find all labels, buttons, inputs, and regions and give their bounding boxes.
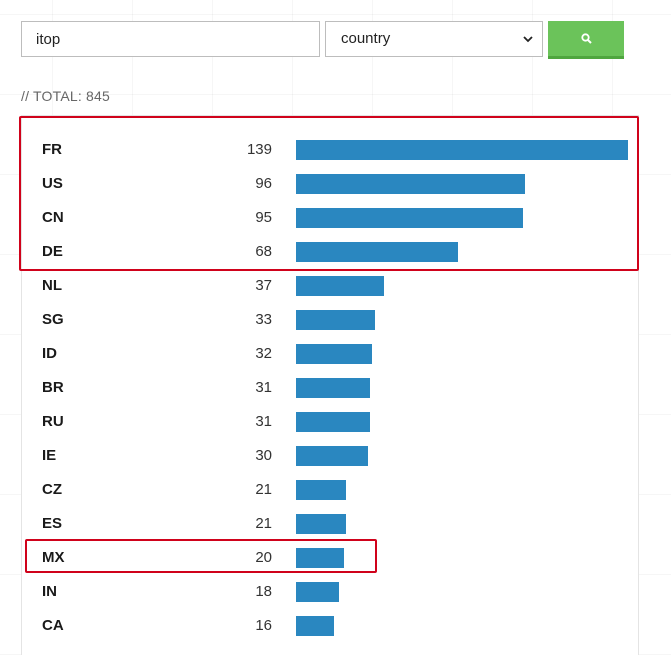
country-code: CN <box>42 209 64 226</box>
country-count: 30 <box>255 447 272 464</box>
country-count: 16 <box>255 617 272 634</box>
count-bar <box>296 514 346 534</box>
country-count: 139 <box>246 141 272 158</box>
result-row-nl[interactable]: NL 37 <box>22 269 638 303</box>
result-list: FR 139 US 96 CN 95 DE 68 NL 37 SG 33 ID 32 BR 31 RU 31 IE 3… <box>21 115 639 655</box>
country-code: CZ <box>42 481 62 498</box>
country-count: 95 <box>255 209 272 226</box>
result-row-es[interactable]: ES 21 <box>22 507 638 541</box>
country-code: BR <box>42 379 64 396</box>
result-row-mx[interactable]: MX 20 <box>22 541 638 575</box>
search-input[interactable] <box>21 21 320 57</box>
count-bar <box>296 208 523 228</box>
count-bar <box>296 582 339 602</box>
search-icon <box>581 33 592 44</box>
count-bar <box>296 378 370 398</box>
country-count: 32 <box>255 345 272 362</box>
result-row-ru[interactable]: RU 31 <box>22 405 638 439</box>
result-row-br[interactable]: BR 31 <box>22 371 638 405</box>
count-bar <box>296 480 346 500</box>
country-count: 20 <box>255 549 272 566</box>
country-count: 37 <box>255 277 272 294</box>
country-code: US <box>42 175 63 192</box>
count-bar <box>296 174 525 194</box>
country-count: 21 <box>255 515 272 532</box>
count-bar <box>296 412 370 432</box>
country-code: IN <box>42 583 57 600</box>
country-code: FR <box>42 141 62 158</box>
chevron-down-icon <box>523 36 533 43</box>
result-row-in[interactable]: IN 18 <box>22 575 638 609</box>
country-code: IE <box>42 447 57 464</box>
country-code: DE <box>42 243 63 260</box>
country-count: 68 <box>255 243 272 260</box>
search-button[interactable] <box>548 21 624 59</box>
result-row-us[interactable]: US 96 <box>22 167 638 201</box>
result-row-sg[interactable]: SG 33 <box>22 303 638 337</box>
result-row-cz[interactable]: CZ 21 <box>22 473 638 507</box>
country-count: 33 <box>255 311 272 328</box>
country-count: 18 <box>255 583 272 600</box>
count-bar <box>296 140 628 160</box>
result-row-ca[interactable]: CA 16 <box>22 609 638 643</box>
result-row-de[interactable]: DE 68 <box>22 235 638 269</box>
country-count: 31 <box>255 413 272 430</box>
country-code: RU <box>42 413 64 430</box>
result-row-fr[interactable]: FR 139 <box>22 133 638 167</box>
count-bar <box>296 344 372 364</box>
field-select-value: country <box>341 30 391 47</box>
count-bar <box>296 310 375 330</box>
country-code: ID <box>42 345 57 362</box>
country-code: SG <box>42 311 64 328</box>
country-count: 21 <box>255 481 272 498</box>
country-code: ES <box>42 515 63 532</box>
count-bar <box>296 242 458 262</box>
country-code: MX <box>42 549 65 566</box>
total-count: // TOTAL: 845 <box>21 88 110 104</box>
result-row-ie[interactable]: IE 30 <box>22 439 638 473</box>
result-row-id[interactable]: ID 32 <box>22 337 638 371</box>
count-bar <box>296 276 384 296</box>
count-bar <box>296 616 334 636</box>
country-code: CA <box>42 617 64 634</box>
field-select[interactable]: country <box>325 21 543 57</box>
country-count: 96 <box>255 175 272 192</box>
result-row-cn[interactable]: CN 95 <box>22 201 638 235</box>
count-bar <box>296 446 368 466</box>
country-code: NL <box>42 277 62 294</box>
count-bar <box>296 548 344 568</box>
country-count: 31 <box>255 379 272 396</box>
